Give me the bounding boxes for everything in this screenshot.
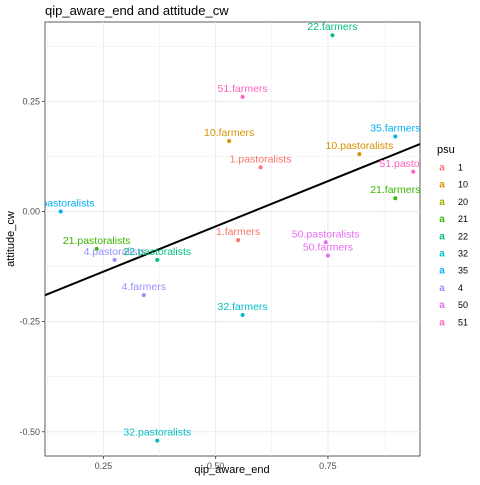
data-point (411, 170, 415, 174)
legend-key-glyph: a (439, 283, 445, 294)
chart-title: qip_aware_end and attitude_cw (45, 3, 229, 18)
data-point (241, 95, 245, 99)
legend-entry-label: 4 (458, 283, 463, 293)
data-point (155, 258, 159, 262)
point-label: 22.farmers (307, 21, 357, 33)
legend-key-glyph: a (439, 163, 445, 174)
legend-entry-label: 50 (458, 300, 468, 310)
legend-key-glyph: a (439, 180, 445, 191)
data-point (236, 238, 240, 242)
data-point (326, 254, 330, 258)
data-point (259, 165, 263, 169)
point-label: 32.pastoralists (123, 427, 191, 439)
legend-entry-label: 51 (458, 317, 468, 327)
legend-entry-label: 20 (458, 197, 468, 207)
data-point (113, 258, 117, 262)
legend-entry-label: 1 (458, 163, 463, 173)
x-tick-label: 0.25 (95, 461, 113, 471)
point-label: 22.pastoralists (123, 246, 191, 258)
data-point (330, 33, 334, 37)
point-label: 1.pastoralists (230, 153, 292, 165)
data-point (227, 139, 231, 143)
y-axis-label: attitude_cw (5, 211, 17, 267)
point-label: 10.farmers (204, 127, 254, 139)
x-axis-label: qip_aware_end (194, 464, 269, 476)
legend-entry-label: 21 (458, 214, 468, 224)
data-point (241, 313, 245, 317)
data-point (393, 196, 397, 200)
point-label: 51.farmers (218, 83, 268, 95)
legend-title: psu (437, 144, 455, 156)
point-label: 10.pastoralists (326, 140, 394, 152)
legend-key-glyph: a (439, 231, 445, 242)
legend-key-glyph: a (439, 266, 445, 277)
legend-entry-label: 35 (458, 266, 468, 276)
legend-entry-label: 10 (458, 180, 468, 190)
point-label: 35.farmers (370, 123, 420, 135)
point-label: 50.farmers (303, 242, 353, 254)
y-tick-label: -0.25 (19, 317, 40, 327)
data-point (155, 439, 159, 443)
y-tick-label: 0.00 (22, 206, 40, 216)
point-label: 50.pastoralists (292, 228, 360, 240)
y-tick-label: -0.50 (19, 427, 40, 437)
point-label: 32.farmers (218, 301, 268, 313)
data-point (59, 209, 63, 213)
legend-key-glyph: a (439, 197, 445, 208)
legend-key-glyph: a (439, 317, 445, 328)
y-tick-label: 0.25 (22, 96, 40, 106)
point-label: 21.farmers (370, 184, 420, 196)
legend-entry-label: 32 (458, 249, 468, 259)
data-point (393, 135, 397, 139)
legend-key-glyph: a (439, 300, 445, 311)
legend-entry-label: 22 (458, 231, 468, 241)
x-tick-label: 0.75 (319, 461, 337, 471)
point-label: 1.farmers (216, 226, 260, 238)
point-label: 4.farmers (122, 281, 166, 293)
data-point (357, 152, 361, 156)
legend-key-glyph: a (439, 249, 445, 260)
data-point (142, 293, 146, 297)
legend-key-glyph: a (439, 214, 445, 225)
